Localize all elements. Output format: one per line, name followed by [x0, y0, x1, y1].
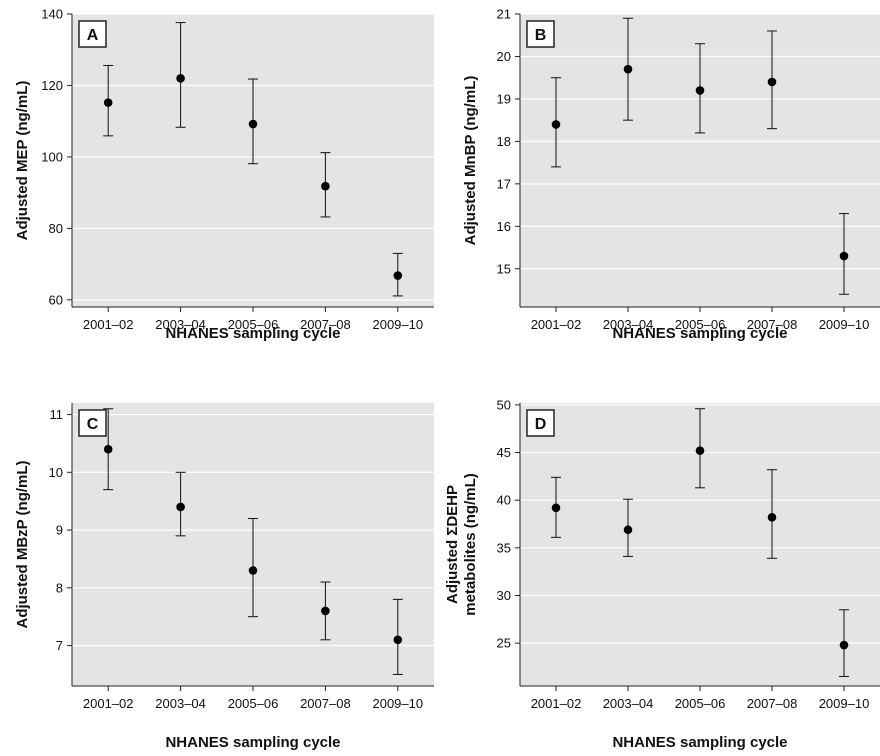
y-tick-label-a: 80	[49, 221, 63, 236]
x-tick-label-c: 2007–08	[300, 696, 351, 711]
panel-letter-box-b	[526, 20, 555, 48]
x-tick-label-a: 2001–02	[83, 317, 134, 332]
y-tick-label-b: 16	[497, 219, 511, 234]
y-axis-title-d: Adjusted ΣDEHP	[444, 485, 461, 604]
panel-letter-b: B	[535, 27, 547, 44]
data-point-c	[248, 566, 258, 575]
y-tick-label-b: 18	[497, 134, 511, 149]
x-axis-title-a: NHANES sampling cycle	[165, 325, 340, 342]
data-point-a	[176, 74, 185, 83]
x-tick-label-a: 2003–04	[155, 317, 206, 332]
x-tick-label-d: 2009–10	[819, 696, 870, 711]
panel-a: 60 80 100 120 140 2001–02 2003–04 2005–06 2007–0…	[14, 7, 434, 342]
y-tick-label-d: 30	[497, 588, 511, 603]
x-tick-label-c: 2005–06	[228, 696, 279, 711]
data-point-b	[695, 86, 705, 95]
y-tick-label-d: 40	[497, 493, 511, 508]
x-tick-label-b: 2007–08	[747, 317, 798, 332]
data-point-b	[623, 64, 633, 74]
y-tick-label-d: 35	[497, 540, 511, 555]
panel-b: 15 16 17 18 19 20 21 2001–02 2003–04 2005–06 2007–…	[462, 7, 880, 342]
panel-c: 7 8 9 10 11 2001–02 2003–04 2005–06 2007–08 2009–…	[14, 403, 434, 751]
x-tick-label-a: 2005–06	[228, 317, 279, 332]
y-tick-label-c: 11	[50, 407, 64, 422]
y-axis-title-a: Adjusted MEP (ng/mL)	[14, 81, 31, 241]
data-point-d	[623, 525, 633, 535]
x-tick-label-b: 2001–02	[531, 317, 582, 332]
y-tick-label-b: 17	[497, 176, 511, 191]
panel-letter-d: D	[535, 416, 547, 433]
panel-letter-c: C	[87, 416, 99, 433]
y-tick-label-b: 21	[497, 7, 511, 22]
y-tick-label-c: 8	[56, 580, 63, 595]
data-point-b	[767, 77, 777, 87]
data-point-c	[393, 635, 403, 645]
x-tick-label-d: 2005–06	[675, 696, 726, 711]
data-point-a	[103, 98, 113, 107]
data-point-b	[839, 251, 849, 261]
y-tick-label-d: 25	[497, 636, 511, 651]
y-tick-label-c: 9	[56, 523, 63, 538]
x-tick-label-c: 2003–04	[155, 696, 206, 711]
panel-d: 25 30 35 40 45 50 2001–02 2003–04 2005–06 2007–08…	[444, 397, 880, 751]
y-tick-label-d: 45	[497, 445, 511, 460]
data-point-c	[321, 606, 330, 616]
data-point-d	[695, 446, 705, 455]
x-tick-label-b: 2005–06	[675, 317, 726, 332]
y-tick-label-b: 20	[497, 49, 511, 64]
data-point-a	[321, 181, 330, 191]
y-axis-title-b: Adjusted MnBP (ng/mL)	[462, 76, 479, 246]
x-tick-label-c: 2001–02	[83, 696, 134, 711]
x-tick-label-b: 2009–10	[819, 317, 870, 332]
y-axis-title-d: metabolites (ng/mL)	[462, 473, 479, 616]
x-tick-label-c: 2009–10	[372, 696, 423, 711]
data-point-a	[248, 119, 258, 129]
y-tick-label-c: 7	[56, 638, 63, 653]
y-tick-label-a: 60	[49, 292, 63, 307]
data-point-d	[767, 513, 777, 522]
x-tick-label-a: 2007–08	[300, 317, 351, 332]
x-axis-title-d: NHANES sampling cycle	[612, 734, 787, 751]
panel-letter-box-d	[526, 409, 555, 437]
y-tick-label-d: 50	[497, 397, 511, 412]
data-point-b	[551, 120, 561, 129]
y-tick-label-c: 10	[49, 465, 63, 480]
y-tick-label-a: 120	[41, 78, 63, 93]
x-tick-label-a: 2009–10	[372, 317, 423, 332]
y-tick-label-a: 140	[41, 7, 63, 22]
data-point-d	[839, 640, 849, 650]
panel-letter-a: A	[87, 27, 99, 44]
data-point-a	[393, 271, 403, 280]
x-axis-title-c: NHANES sampling cycle	[165, 734, 340, 751]
panel-letter-box-c	[78, 409, 107, 437]
x-tick-label-d: 2003–04	[603, 696, 654, 711]
y-tick-label-b: 15	[497, 261, 511, 276]
panel-letter-box-a	[78, 20, 107, 48]
data-point-c	[176, 502, 185, 512]
y-tick-label-a: 100	[41, 149, 63, 164]
data-point-c	[103, 444, 113, 454]
y-tick-label-b: 19	[497, 91, 511, 106]
x-tick-label-d: 2007–08	[747, 696, 798, 711]
x-axis-title-b: NHANES sampling cycle	[612, 325, 787, 342]
data-point-d	[551, 503, 561, 513]
y-axis-title-c: Adjusted MBzP (ng/mL)	[14, 460, 31, 628]
x-tick-label-d: 2001–02	[531, 696, 582, 711]
x-tick-label-b: 2003–04	[603, 317, 654, 332]
